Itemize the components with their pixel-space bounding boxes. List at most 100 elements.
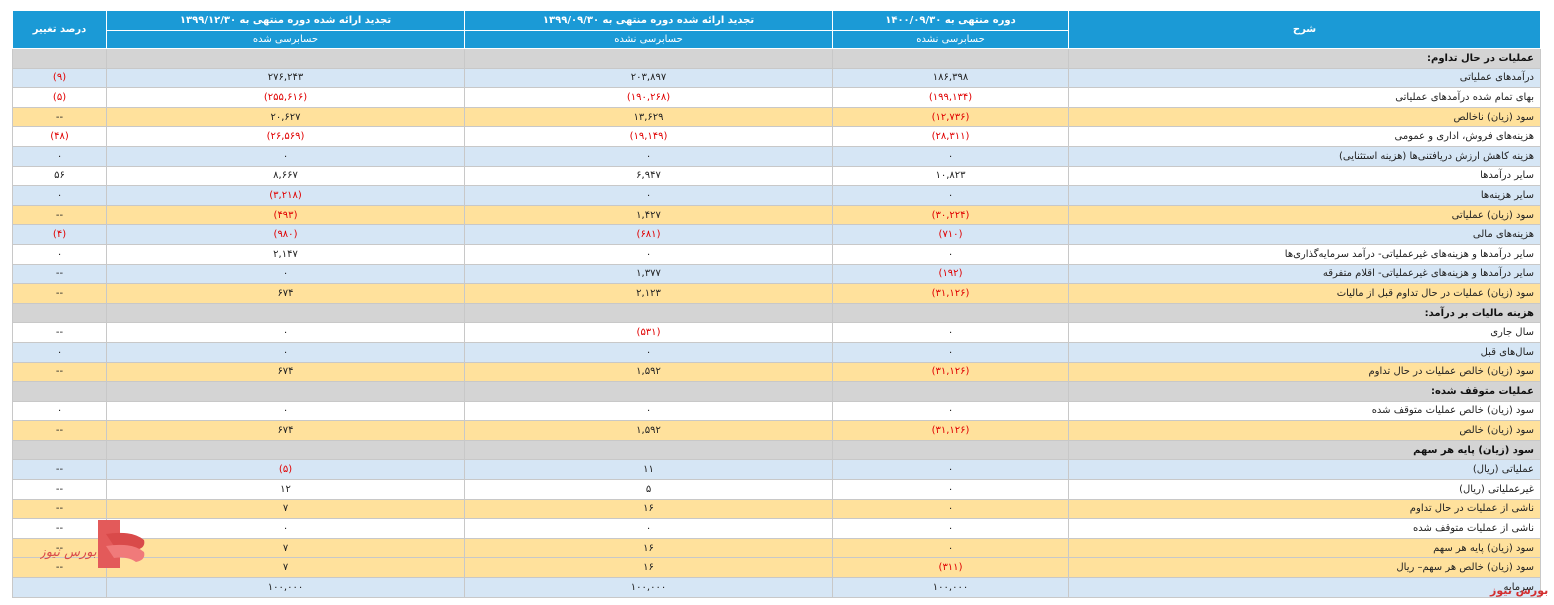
value-139909: ۰ — [464, 341, 833, 363]
row-label: سود (زیان) خالص عملیات در حال تداوم — [1068, 361, 1541, 383]
value-139912: ۶۷۴ — [106, 361, 465, 383]
table-row: سال‌های قبل ۰ ۰ ۰ ۰ — [12, 341, 1541, 363]
value-change-percent — [12, 439, 107, 461]
row-label: ناشی از عملیات متوقف شده — [1068, 518, 1541, 539]
value-change-percent: -- — [12, 263, 107, 285]
value-139909: (۱۹۰,۲۶۸) — [464, 87, 833, 108]
value-1400: (۳۰,۲۲۴) — [832, 204, 1069, 226]
table-row: ناشی از عملیات متوقف شده ۰ ۰ ۰ -- — [12, 518, 1541, 539]
value-1400 — [832, 381, 1069, 402]
value-1400 — [832, 48, 1069, 69]
table-row: سایر درآمدها ۱۰,۸۲۳ ۶,۹۴۷ ۸,۶۶۷ ۵۶ — [12, 165, 1541, 187]
row-label: عملیاتی (ریال) — [1068, 459, 1541, 481]
value-139909: ۶,۹۴۷ — [464, 165, 833, 187]
row-label: بهای تمام شده درآمدهای عملیاتی — [1068, 87, 1541, 108]
value-1400: ۰ — [832, 243, 1069, 265]
row-label: عملیات در حال تداوم: — [1068, 48, 1541, 69]
value-change-percent: -- — [12, 557, 107, 579]
value-change-percent: (۴۸) — [12, 126, 107, 147]
value-change-percent — [12, 302, 107, 324]
value-1400: ۰ — [832, 185, 1069, 206]
value-change-percent: -- — [12, 459, 107, 481]
value-1400: ۱۸۶,۳۹۸ — [832, 67, 1069, 89]
value-139912 — [106, 48, 465, 69]
value-change-percent: ۰ — [12, 185, 107, 206]
table-row: سال جاری ۰ (۵۳۱) ۰ -- — [12, 322, 1541, 343]
value-139909 — [464, 302, 833, 324]
header-period-1400: دوره منتهی به ۱۴۰۰/۰۹/۳۰ — [832, 10, 1069, 31]
header-period-139912: تجدید ارائه شده دوره منتهی به ۱۳۹۹/۱۲/۳۰ — [106, 10, 465, 31]
value-1400: ۱۰,۸۲۳ — [832, 165, 1069, 187]
table-row: سود (زیان) خالص عملیات در حال تداوم (۳۱,۱… — [12, 361, 1541, 383]
value-139912: (۳,۲۱۸) — [106, 185, 465, 206]
row-label: سود (زیان) ناخالص — [1068, 106, 1541, 128]
table-row: سود (زیان) عملیات در حال تداوم قبل از ما… — [12, 283, 1541, 304]
value-change-percent: (۹) — [12, 67, 107, 89]
value-139912: ۶۷۴ — [106, 420, 465, 441]
value-1400: ۰ — [832, 322, 1069, 343]
table-row: سایر درآمدها و هزینه‌های غیرعملیاتی- درآ… — [12, 243, 1541, 265]
value-139909: ۱۶ — [464, 498, 833, 520]
value-139909: ۲۰۳,۸۹۷ — [464, 67, 833, 89]
value-change-percent — [12, 381, 107, 402]
row-label: سال جاری — [1068, 322, 1541, 343]
row-label: درآمدهای عملیاتی — [1068, 67, 1541, 89]
income-statement-table: شرح دوره منتهی به ۱۴۰۰/۰۹/۳۰ تجدید ارائه… — [12, 10, 1541, 598]
value-139909: ۱۰۰,۰۰۰ — [464, 577, 833, 598]
value-1400: (۱۲,۷۳۶) — [832, 106, 1069, 128]
row-label: سال‌های قبل — [1068, 341, 1541, 363]
bourse-news-logo: بورس نیوز — [40, 520, 145, 568]
value-1400: ۰ — [832, 518, 1069, 539]
value-1400: ۱۰۰,۰۰۰ — [832, 577, 1069, 598]
table-header: شرح دوره منتهی به ۱۴۰۰/۰۹/۳۰ تجدید ارائه… — [12, 10, 1541, 49]
table-row: سایر درآمدها و هزینه‌های غیرعملیاتی- اقل… — [12, 263, 1541, 285]
value-change-percent: ۵۶ — [12, 165, 107, 187]
table-row: سود (زیان) ناخالص (۱۲,۷۳۶) ۱۳,۶۲۹ ۲۰,۶۲۷ -- — [12, 106, 1541, 128]
section-header-row: عملیات متوقف شده: — [12, 381, 1541, 402]
table-row: سود (زیان) خالص عملیات متوقف شده ۰ ۰ ۰ ۰ — [12, 400, 1541, 422]
value-139909: ۱,۵۹۲ — [464, 420, 833, 441]
value-139912: ۷ — [106, 498, 465, 520]
value-139912: ۰ — [106, 341, 465, 363]
value-1400 — [832, 302, 1069, 324]
value-change-percent: -- — [12, 420, 107, 441]
value-139909: ۵ — [464, 479, 833, 500]
row-label: عملیات متوقف شده: — [1068, 381, 1541, 402]
row-label: سود (زیان) خالص عملیات متوقف شده — [1068, 400, 1541, 422]
row-label: سود (زیان) پایه هر سهم — [1068, 439, 1541, 461]
value-1400: ۰ — [832, 537, 1069, 559]
value-139912: (۹۸۰) — [106, 224, 465, 245]
header-description: شرح — [1068, 10, 1541, 49]
row-label: غیرعملیاتی (ریال) — [1068, 479, 1541, 500]
value-change-percent: ۰ — [12, 400, 107, 422]
value-1400: ۰ — [832, 341, 1069, 363]
row-label: سود (زیان) خالص هر سهم– ریال — [1068, 557, 1541, 579]
value-139912: ۷ — [106, 557, 465, 579]
value-change-percent: ۰ — [12, 243, 107, 265]
value-change-percent: -- — [12, 322, 107, 343]
value-139912: ۰ — [106, 518, 465, 539]
header-change-percent: درصد تغییر — [12, 10, 107, 49]
table-row: ناشی از عملیات در حال تداوم ۰ ۱۶ ۷ -- — [12, 498, 1541, 520]
value-139912: ۱۲ — [106, 479, 465, 500]
section-header-row: سود (زیان) پایه هر سهم — [12, 439, 1541, 461]
table-row: هزینه‌های مالی (۷۱۰) (۶۸۱) (۹۸۰) (۴) — [12, 224, 1541, 245]
row-label: سایر درآمدها — [1068, 165, 1541, 187]
value-139909: ۱۳,۶۲۹ — [464, 106, 833, 128]
value-1400: (۳۱,۱۲۶) — [832, 361, 1069, 383]
value-1400 — [832, 439, 1069, 461]
value-139909: (۱۹,۱۴۹) — [464, 126, 833, 147]
logo-text: بورس نیوز — [40, 545, 97, 560]
value-139909: ۱,۳۷۷ — [464, 263, 833, 285]
value-139912: ۲۷۶,۲۴۳ — [106, 67, 465, 89]
value-139909: ۲,۱۲۳ — [464, 283, 833, 304]
row-label: سایر درآمدها و هزینه‌های غیرعملیاتی- اقل… — [1068, 263, 1541, 285]
table-row: سود (زیان) عملیاتی (۳۰,۲۲۴) ۱,۴۲۷ (۴۹۳) -- — [12, 204, 1541, 226]
row-label: سود (زیان) پایه هر سهم — [1068, 537, 1541, 559]
table-row: سایر هزینه‌ها ۰ ۰ (۳,۲۱۸) ۰ — [12, 185, 1541, 206]
value-139909: (۵۳۱) — [464, 322, 833, 343]
value-139909: ۰ — [464, 518, 833, 539]
table-row: عملیاتی (ریال) ۰ ۱۱ (۵) -- — [12, 459, 1541, 481]
value-1400: ۰ — [832, 479, 1069, 500]
value-change-percent: ۰ — [12, 341, 107, 363]
